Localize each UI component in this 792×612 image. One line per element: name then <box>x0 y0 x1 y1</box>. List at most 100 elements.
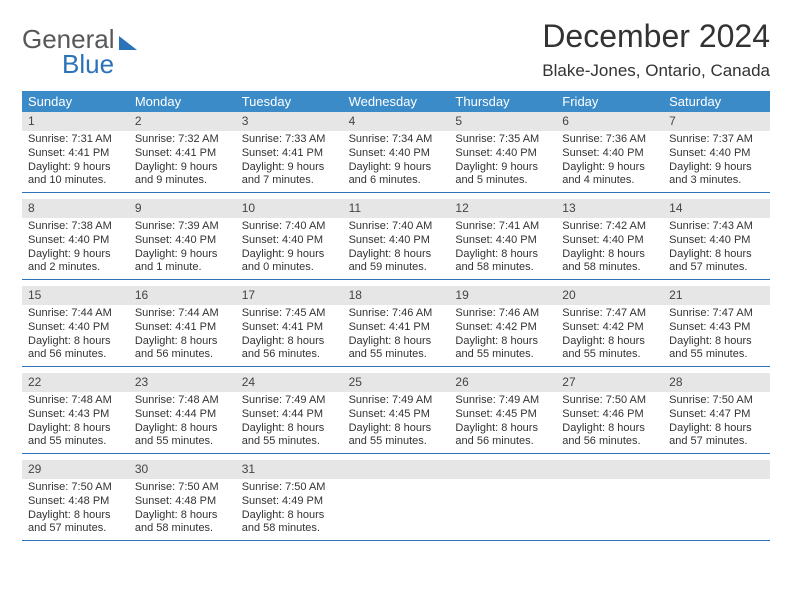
day-line-d1: Daylight: 8 hours <box>236 509 343 523</box>
day-line-d2: and 2 minutes. <box>22 261 129 275</box>
day-line-sunset: Sunset: 4:41 PM <box>129 147 236 161</box>
day-line-d1: Daylight: 9 hours <box>343 161 450 175</box>
day-line-sunset: Sunset: 4:44 PM <box>129 408 236 422</box>
day-number: 6 <box>556 112 663 131</box>
day-cell <box>343 460 450 540</box>
day-cell: 24Sunrise: 7:49 AMSunset: 4:44 PMDayligh… <box>236 373 343 453</box>
day-line-sunrise: Sunrise: 7:42 AM <box>556 220 663 234</box>
day-line-d2: and 56 minutes. <box>129 348 236 362</box>
day-line-sunset: Sunset: 4:41 PM <box>236 321 343 335</box>
day-number: 12 <box>449 199 556 218</box>
day-cell: 30Sunrise: 7:50 AMSunset: 4:48 PMDayligh… <box>129 460 236 540</box>
day-number: 15 <box>22 286 129 305</box>
sail-icon <box>119 36 137 50</box>
weeks-container: 1Sunrise: 7:31 AMSunset: 4:41 PMDaylight… <box>22 112 770 541</box>
day-number: 16 <box>129 286 236 305</box>
day-line-d2: and 56 minutes. <box>22 348 129 362</box>
day-cell: 1Sunrise: 7:31 AMSunset: 4:41 PMDaylight… <box>22 112 129 192</box>
day-line-sunrise: Sunrise: 7:32 AM <box>129 133 236 147</box>
day-line-sunset: Sunset: 4:45 PM <box>343 408 450 422</box>
day-line-d1: Daylight: 8 hours <box>556 248 663 262</box>
day-line-d1: Daylight: 8 hours <box>663 422 770 436</box>
day-cell: 15 Sunrise: 7:44 AMSunset: 4:40 PMDayligh… <box>22 286 129 366</box>
day-number: 5 <box>449 112 556 131</box>
day-line-d1: Daylight: 8 hours <box>22 422 129 436</box>
day-line-d1: Daylight: 9 hours <box>236 161 343 175</box>
day-line-sunrise: Sunrise: 7:49 AM <box>449 394 556 408</box>
day-line-d2: and 55 minutes. <box>343 348 450 362</box>
day-line-d1: Daylight: 8 hours <box>22 335 129 349</box>
day-line-sunrise: Sunrise: 7:50 AM <box>129 481 236 495</box>
day-cell: 18Sunrise: 7:46 AMSunset: 4:41 PMDayligh… <box>343 286 450 366</box>
day-line-d2: and 1 minute. <box>129 261 236 275</box>
day-number: 9 <box>129 199 236 218</box>
day-line-sunset: Sunset: 4:41 PM <box>343 321 450 335</box>
day-cell: 8Sunrise: 7:38 AMSunset: 4:40 PMDaylight… <box>22 199 129 279</box>
month-title: December 2024 <box>542 18 770 55</box>
day-line-d1: Daylight: 8 hours <box>663 335 770 349</box>
day-line-sunrise: Sunrise: 7:31 AM <box>22 133 129 147</box>
day-line-d2: and 0 minutes. <box>236 261 343 275</box>
day-number: 27 <box>556 373 663 392</box>
day-cell: 23Sunrise: 7:48 AMSunset: 4:44 PMDayligh… <box>129 373 236 453</box>
week-row: 8Sunrise: 7:38 AMSunset: 4:40 PMDaylight… <box>22 199 770 280</box>
weekday-tuesday: Tuesday <box>236 91 343 112</box>
day-line-d1: Daylight: 8 hours <box>449 335 556 349</box>
day-line-sunrise: Sunrise: 7:47 AM <box>556 307 663 321</box>
day-line-sunset: Sunset: 4:40 PM <box>22 321 129 335</box>
day-line-d2: and 57 minutes. <box>22 522 129 536</box>
day-line-d2: and 58 minutes. <box>129 522 236 536</box>
day-line-d1: Daylight: 8 hours <box>22 509 129 523</box>
day-line-d1: Daylight: 8 hours <box>449 248 556 262</box>
day-cell: 20Sunrise: 7:47 AMSunset: 4:42 PMDayligh… <box>556 286 663 366</box>
day-number: 29 <box>22 460 129 479</box>
day-cell: 9Sunrise: 7:39 AMSunset: 4:40 PMDaylight… <box>129 199 236 279</box>
day-line-sunrise: Sunrise: 7:44 AM <box>129 307 236 321</box>
day-line-sunrise: Sunrise: 7:45 AM <box>236 307 343 321</box>
day-line-d2: and 4 minutes. <box>556 174 663 188</box>
day-line-sunset: Sunset: 4:40 PM <box>343 147 450 161</box>
day-number: 10 <box>236 199 343 218</box>
week-row: 29Sunrise: 7:50 AMSunset: 4:48 PMDayligh… <box>22 460 770 541</box>
day-line-sunrise: Sunrise: 7:49 AM <box>343 394 450 408</box>
day-number: 30 <box>129 460 236 479</box>
day-line-d1: Daylight: 8 hours <box>129 509 236 523</box>
week-row: 1Sunrise: 7:31 AMSunset: 4:41 PMDaylight… <box>22 112 770 193</box>
day-line-d2: and 55 minutes. <box>343 435 450 449</box>
day-line-sunrise: Sunrise: 7:41 AM <box>449 220 556 234</box>
day-cell: 19Sunrise: 7:46 AMSunset: 4:42 PMDayligh… <box>449 286 556 366</box>
calendar: Sunday Monday Tuesday Wednesday Thursday… <box>22 91 770 541</box>
day-number: 26 <box>449 373 556 392</box>
day-line-sunset: Sunset: 4:40 PM <box>556 147 663 161</box>
day-line-d2: and 59 minutes. <box>343 261 450 275</box>
day-line-sunrise: Sunrise: 7:46 AM <box>343 307 450 321</box>
day-line-sunrise: Sunrise: 7:50 AM <box>236 481 343 495</box>
day-number: 14 <box>663 199 770 218</box>
day-line-sunrise: Sunrise: 7:40 AM <box>343 220 450 234</box>
day-cell: 27Sunrise: 7:50 AMSunset: 4:46 PMDayligh… <box>556 373 663 453</box>
day-cell: 21Sunrise: 7:47 AMSunset: 4:43 PMDayligh… <box>663 286 770 366</box>
day-line-d1: Daylight: 8 hours <box>236 422 343 436</box>
day-number-empty <box>449 460 556 479</box>
day-line-sunrise: Sunrise: 7:33 AM <box>236 133 343 147</box>
day-line-sunrise: Sunrise: 7:36 AM <box>556 133 663 147</box>
day-line-sunrise: Sunrise: 7:39 AM <box>129 220 236 234</box>
weekday-monday: Monday <box>129 91 236 112</box>
location-text: Blake-Jones, Ontario, Canada <box>542 61 770 81</box>
day-number: 4 <box>343 112 450 131</box>
day-line-sunrise: Sunrise: 7:38 AM <box>22 220 129 234</box>
day-cell: 13Sunrise: 7:42 AMSunset: 4:40 PMDayligh… <box>556 199 663 279</box>
day-line-sunset: Sunset: 4:40 PM <box>129 234 236 248</box>
day-cell: 16Sunrise: 7:44 AMSunset: 4:41 PMDayligh… <box>129 286 236 366</box>
day-line-sunrise: Sunrise: 7:44 AM <box>22 307 129 321</box>
day-line-sunset: Sunset: 4:41 PM <box>129 321 236 335</box>
day-line-d2: and 55 minutes. <box>449 348 556 362</box>
day-number: 8 <box>22 199 129 218</box>
day-cell: 22Sunrise: 7:48 AMSunset: 4:43 PMDayligh… <box>22 373 129 453</box>
day-line-d2: and 58 minutes. <box>556 261 663 275</box>
day-number: 1 <box>22 112 129 131</box>
day-line-sunset: Sunset: 4:40 PM <box>449 234 556 248</box>
day-line-sunset: Sunset: 4:41 PM <box>22 147 129 161</box>
day-line-sunset: Sunset: 4:40 PM <box>236 234 343 248</box>
day-cell: 25Sunrise: 7:49 AMSunset: 4:45 PMDayligh… <box>343 373 450 453</box>
